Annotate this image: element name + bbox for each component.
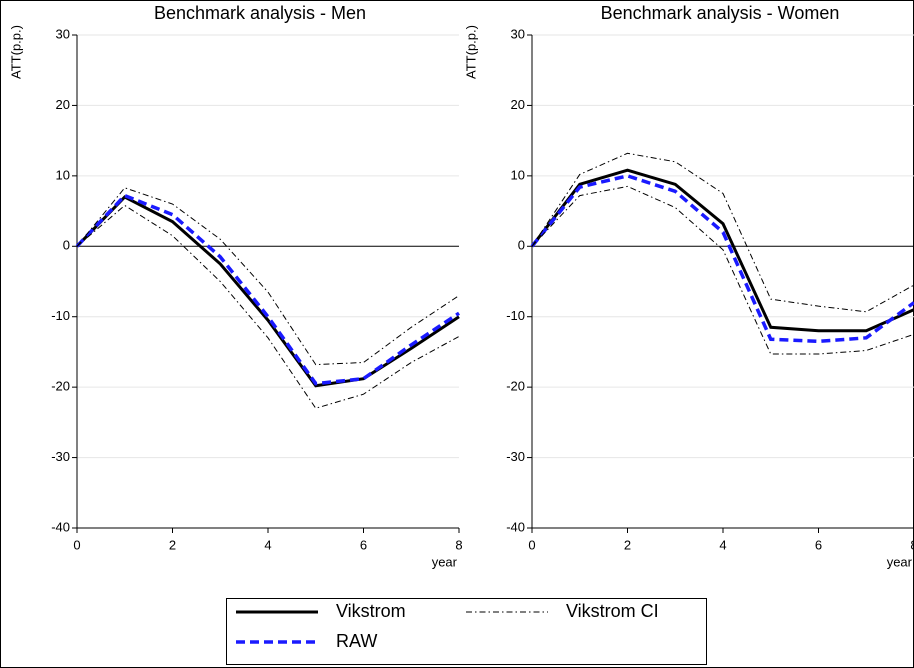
x-tick-label: 2: [169, 537, 176, 552]
y-tick-label: 10: [56, 167, 70, 182]
y-tick-label: 20: [56, 97, 70, 112]
y-tick-label: 0: [63, 238, 70, 253]
series-line: [75, 195, 460, 388]
series-line: [76, 204, 460, 409]
x-tick-label: 4: [264, 537, 271, 552]
y-tick-label: -30: [506, 449, 525, 464]
y-tick-label: -20: [51, 379, 70, 394]
chart-title: Benchmark analysis - Men: [154, 3, 366, 23]
legend-label: Vikstrom CI: [566, 601, 659, 621]
y-axis-label: ATT(p.p.): [463, 25, 478, 79]
series-line: [531, 152, 914, 313]
series-line: [75, 193, 460, 386]
y-axis-label: ATT(p.p.): [8, 25, 23, 79]
x-tick-label: 0: [528, 537, 535, 552]
legend-label: Vikstrom: [336, 601, 406, 621]
legend-label: RAW: [336, 631, 377, 651]
series-line: [530, 174, 914, 344]
x-tick-label: 4: [719, 537, 726, 552]
chart-title: Benchmark analysis - Women: [601, 3, 840, 23]
y-tick-label: 0: [518, 238, 525, 253]
x-axis-label: year: [432, 554, 458, 569]
y-tick-label: 10: [511, 167, 525, 182]
y-tick-label: -40: [506, 519, 525, 534]
y-tick-label: -40: [51, 519, 70, 534]
series-line: [531, 185, 914, 355]
x-tick-label: 8: [910, 537, 914, 552]
y-tick-label: 30: [56, 26, 70, 41]
x-tick-label: 0: [73, 537, 80, 552]
x-tick-label: 6: [815, 537, 822, 552]
y-tick-label: -20: [506, 379, 525, 394]
y-tick-label: -10: [506, 308, 525, 323]
x-axis-label: year: [887, 554, 913, 569]
series-line: [530, 168, 914, 333]
x-tick-label: 8: [455, 537, 462, 552]
y-tick-label: 20: [511, 97, 525, 112]
y-tick-label: -10: [51, 308, 70, 323]
x-tick-label: 6: [360, 537, 367, 552]
x-tick-label: 2: [624, 537, 631, 552]
y-tick-label: -30: [51, 449, 70, 464]
legend-box: [226, 598, 707, 665]
y-tick-label: 30: [511, 26, 525, 41]
